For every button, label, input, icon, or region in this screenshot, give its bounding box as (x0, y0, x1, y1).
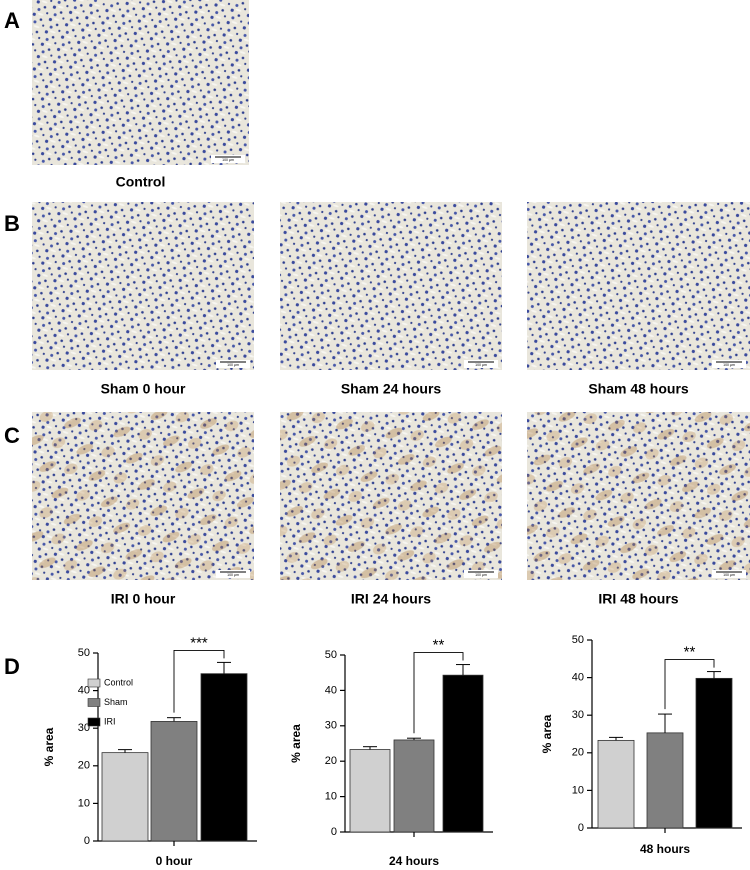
y-tick-label: 0 (84, 835, 90, 847)
staining (527, 412, 750, 580)
bar (442, 674, 484, 833)
significance-label: ** (684, 644, 696, 661)
scale-bar-label: 100 µm (227, 573, 239, 577)
bar (646, 732, 684, 829)
micrograph (32, 202, 254, 370)
image-caption: IRI 24 hours (351, 591, 431, 607)
bar (597, 739, 635, 829)
scale-bar-box (712, 360, 746, 368)
legend-swatch (87, 717, 101, 727)
bar (101, 752, 149, 842)
y-axis-label: % area (289, 724, 303, 763)
significance-bracket (664, 659, 715, 710)
scale-bar-label: 100 µm (222, 158, 234, 162)
staining (280, 412, 502, 580)
staining (32, 412, 254, 580)
scale-bar-label: 100 µm (475, 573, 487, 577)
panel-label: D (4, 654, 20, 679)
image-caption: Sham 0 hour (101, 381, 186, 397)
y-tick-label: 10 (325, 791, 337, 803)
y-axis-label: % area (42, 727, 56, 766)
y-tick-label: 20 (325, 755, 337, 767)
y-tick-label: 10 (572, 784, 584, 796)
image-caption: IRI 48 hours (598, 591, 678, 607)
legend-label: IRI (104, 716, 116, 726)
y-tick-label: 50 (78, 647, 90, 659)
legend-label: Control (104, 677, 133, 687)
x-axis-label: 48 hours (640, 842, 690, 856)
y-tick-label: 20 (572, 747, 584, 759)
y-tick-label: 10 (78, 797, 90, 809)
y-tick-label: 30 (325, 720, 337, 732)
y-tick-label: 0 (578, 822, 584, 834)
legend-label: Sham (104, 697, 128, 707)
image-caption: Sham 24 hours (341, 381, 442, 397)
image-caption: Sham 48 hours (588, 381, 689, 397)
y-tick-label: 40 (78, 685, 90, 697)
legend-swatch (87, 678, 101, 688)
bar (393, 739, 435, 833)
y-axis-label: % area (540, 714, 554, 753)
scale-bar-label: 100 µm (475, 363, 487, 367)
x-axis-label: 24 hours (389, 854, 439, 868)
y-tick-label: 30 (78, 722, 90, 734)
panel-label: C (4, 423, 20, 448)
scale-bar-label: 100 µm (723, 573, 735, 577)
x-axis-label: 0 hour (156, 854, 193, 868)
legend-swatch (87, 698, 101, 707)
y-tick-label: 50 (572, 634, 584, 646)
scale-bar-box (216, 360, 250, 368)
scale-bar-box (464, 360, 498, 368)
y-tick-label: 40 (325, 684, 337, 696)
micrograph (32, 0, 249, 165)
significance-label: *** (190, 634, 208, 651)
significance-label: ** (433, 637, 445, 654)
bar (695, 677, 733, 829)
y-tick-label: 0 (331, 826, 337, 838)
scale-bar-label: 100 µm (723, 363, 735, 367)
significance-bracket (413, 652, 464, 734)
y-tick-label: 20 (78, 760, 90, 772)
micrograph (527, 202, 750, 370)
scale-bar-box (211, 155, 245, 163)
panel-label: B (4, 211, 20, 236)
panel-label: A (4, 8, 20, 33)
scale-bar-box (464, 570, 498, 578)
bar (150, 721, 198, 842)
scale-bar-box (216, 570, 250, 578)
scale-bar-label: 100 µm (227, 363, 239, 367)
image-caption: IRI 0 hour (111, 591, 176, 607)
y-tick-label: 40 (572, 672, 584, 684)
bar (200, 673, 248, 842)
micrograph (280, 202, 502, 370)
y-tick-label: 30 (572, 709, 584, 721)
bar (349, 749, 391, 833)
image-caption: Control (116, 174, 166, 190)
y-tick-label: 50 (325, 649, 337, 661)
scale-bar-box (712, 570, 746, 578)
significance-bracket (173, 649, 225, 713)
